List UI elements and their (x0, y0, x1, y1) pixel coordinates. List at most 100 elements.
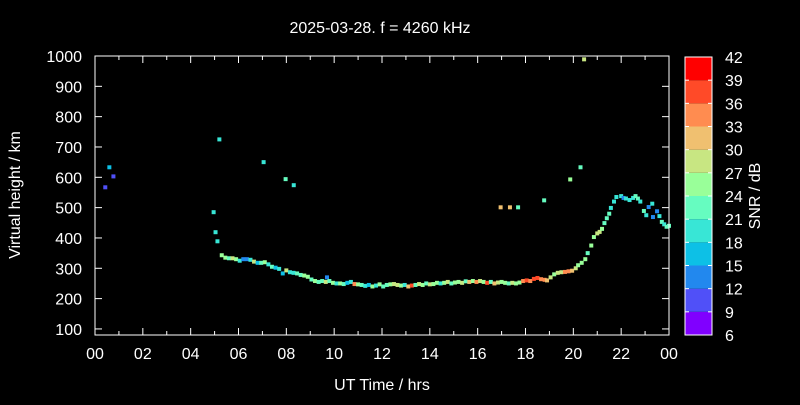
data-point (470, 279, 475, 284)
data-point (252, 259, 257, 264)
data-point (582, 57, 587, 62)
data-point (374, 283, 379, 288)
data-point (510, 280, 515, 285)
axes: 00 02 04 06 08 10 12 14 16 18 20 22 0010020030040050… (46, 49, 678, 363)
chart-title: 2025-03-28. f = 4260 kHz (289, 20, 470, 37)
colorbar-band (685, 126, 712, 150)
data-point (381, 284, 386, 289)
x-tick-label: 08 (277, 346, 295, 363)
data-point (391, 282, 396, 287)
data-point (623, 196, 628, 201)
data-point (506, 281, 511, 286)
x-tick-label: 12 (373, 346, 391, 363)
data-point (103, 185, 108, 190)
data-point (604, 216, 609, 221)
data-point (562, 269, 567, 274)
data-point (621, 195, 626, 200)
data-point (474, 279, 479, 284)
y-tick-label: 400 (55, 231, 82, 248)
data-point (657, 214, 662, 219)
data-point (215, 239, 220, 244)
data-point (291, 270, 296, 275)
data-point (323, 279, 328, 284)
data-point (341, 282, 346, 287)
data-point (417, 282, 422, 287)
colorbar-band (685, 196, 712, 220)
data-point (420, 282, 425, 287)
data-point (614, 195, 619, 200)
data-point (542, 277, 547, 282)
data-point (291, 183, 296, 188)
colorbar-band (685, 242, 712, 266)
data-point (399, 283, 404, 288)
data-point (395, 282, 400, 287)
data-point (324, 275, 329, 280)
data-point (237, 258, 242, 263)
x-tick-label: 20 (564, 346, 582, 363)
data-point (517, 280, 522, 285)
data-point (431, 282, 436, 287)
data-point (262, 260, 267, 265)
data-point (539, 277, 544, 282)
data-point (356, 282, 361, 287)
data-point (338, 281, 343, 286)
data-points (103, 57, 671, 289)
data-point (219, 253, 224, 258)
data-point (589, 243, 594, 248)
data-point (591, 235, 596, 240)
data-point (284, 268, 289, 273)
x-tick-label: 14 (421, 346, 439, 363)
data-point (234, 257, 239, 262)
data-point (269, 264, 274, 269)
data-point (635, 196, 640, 201)
y-tick-label: 600 (55, 170, 82, 187)
data-point (545, 278, 550, 283)
data-point (585, 251, 590, 256)
colorbar-tick-label: 15 (725, 259, 743, 276)
data-point (607, 211, 612, 216)
colorbar-band (685, 288, 712, 312)
data-point (316, 279, 321, 284)
data-point (334, 281, 339, 286)
data-point (662, 222, 667, 227)
y-tick-label: 700 (55, 140, 82, 157)
colorbar-band (685, 172, 712, 196)
y-tick-label: 300 (55, 261, 82, 278)
data-point (646, 205, 651, 210)
y-axis-label: Virtual height / km (7, 131, 24, 259)
data-point (438, 281, 443, 286)
data-point (348, 279, 353, 284)
data-point (445, 279, 450, 284)
colorbar-tick-label: 9 (725, 305, 734, 322)
data-point (659, 219, 664, 224)
colorbar-tick-label: 39 (725, 73, 743, 90)
data-point (241, 257, 246, 262)
data-point (320, 279, 325, 284)
data-point (481, 279, 486, 284)
data-point (608, 205, 613, 210)
data-point (384, 282, 389, 287)
data-point (406, 284, 411, 289)
data-point (359, 282, 364, 287)
data-point (559, 270, 564, 275)
data-point (573, 266, 578, 271)
colorbar-band (685, 80, 712, 104)
data-point (600, 226, 605, 231)
data-point (424, 281, 429, 286)
colorbar-band (685, 149, 712, 173)
x-tick-label: 00 (660, 346, 678, 363)
data-point (427, 282, 432, 287)
data-point (370, 284, 375, 289)
y-tick-label: 200 (55, 292, 82, 309)
data-point (655, 209, 660, 214)
y-tick-label: 900 (55, 79, 82, 96)
data-point (413, 282, 418, 287)
x-tick-label: 18 (517, 346, 535, 363)
data-point (366, 282, 371, 287)
data-point (650, 201, 655, 206)
data-point (309, 277, 314, 282)
data-point (485, 280, 490, 285)
x-axis-label: UT Time / hrs (334, 377, 430, 394)
x-tick-label: 06 (230, 346, 248, 363)
